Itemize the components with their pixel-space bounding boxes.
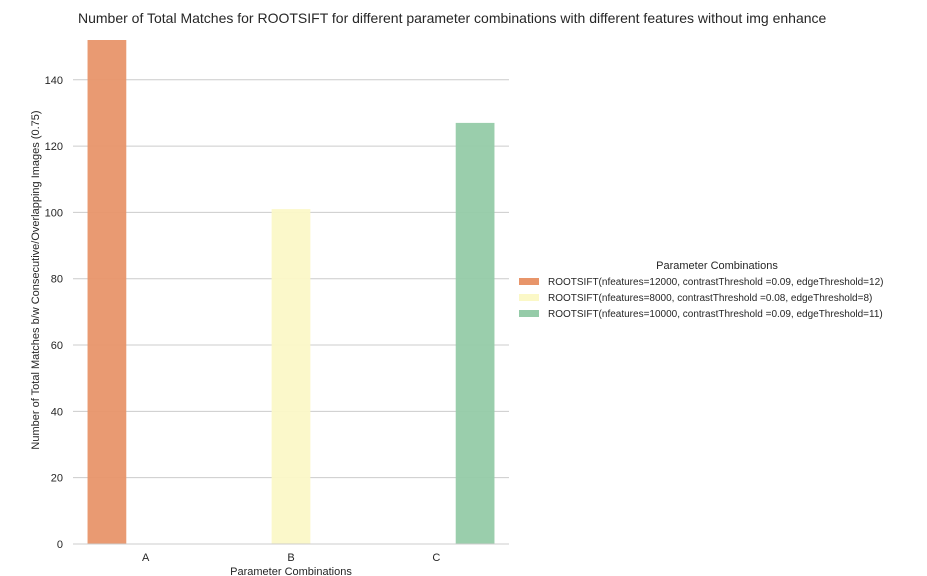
legend: Parameter Combinations ROOTSIFT(nfeature… xyxy=(519,260,883,320)
y-tick-label: 140 xyxy=(45,75,63,87)
bars xyxy=(87,40,495,544)
y-tick-labels: 0 20 40 60 80 100 120 140 xyxy=(45,75,63,551)
y-tick-label: 40 xyxy=(51,406,63,418)
y-tick-label: 100 xyxy=(45,207,63,219)
x-tick-label: B xyxy=(287,552,294,564)
legend-swatch xyxy=(519,294,539,301)
legend-entry: ROOTSIFT(nfeatures=12000, contrastThresh… xyxy=(548,277,883,288)
chart-title: Number of Total Matches for ROOTSIFT for… xyxy=(78,10,827,26)
x-tick-label: C xyxy=(432,552,440,564)
y-tick-label: 120 xyxy=(45,141,63,153)
bar-b xyxy=(271,209,311,544)
legend-swatch xyxy=(519,278,539,285)
bar-c xyxy=(455,122,495,544)
legend-swatch xyxy=(519,310,539,317)
y-tick-label: 80 xyxy=(51,274,63,286)
legend-title: Parameter Combinations xyxy=(656,260,778,272)
y-tick-label: 0 xyxy=(57,539,63,551)
bar-a xyxy=(87,40,127,544)
legend-entry: ROOTSIFT(nfeatures=8000, contrastThresho… xyxy=(548,293,872,304)
y-tick-label: 60 xyxy=(51,340,63,352)
legend-entry: ROOTSIFT(nfeatures=10000, contrastThresh… xyxy=(548,309,883,320)
x-axis-label: Parameter Combinations xyxy=(230,566,352,576)
x-tick-label: A xyxy=(142,552,150,564)
y-tick-label: 20 xyxy=(51,473,63,485)
x-tick-labels: A B C xyxy=(142,552,440,564)
y-axis-label: Number of Total Matches b/w Consecutive/… xyxy=(30,110,42,449)
